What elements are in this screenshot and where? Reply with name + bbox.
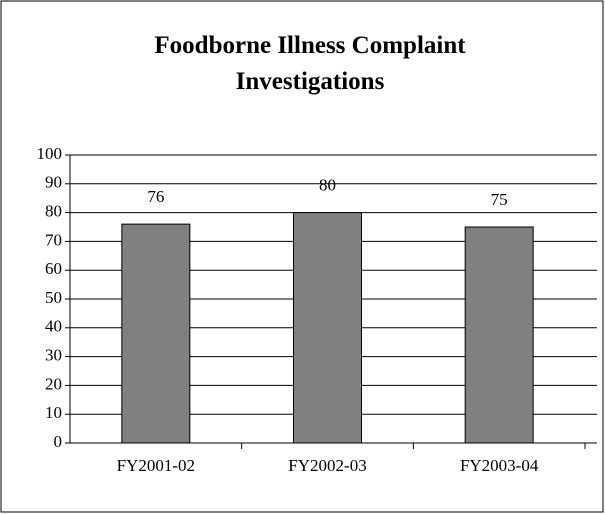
- y-tick-label: 0: [54, 432, 63, 451]
- bar: [293, 212, 362, 444]
- y-tick-label: 20: [45, 374, 62, 393]
- y-tick-label: 30: [45, 346, 62, 365]
- x-tick-label: FY2002-03: [288, 456, 366, 475]
- y-tick-label: 10: [45, 403, 62, 422]
- value-label: 76: [147, 187, 164, 206]
- y-tick-label: 60: [45, 259, 62, 278]
- x-tick-label: FY2003-04: [460, 456, 539, 475]
- bar: [121, 223, 191, 444]
- y-tick-label: 70: [45, 230, 62, 249]
- y-tick-label: 90: [45, 173, 62, 192]
- y-tick-label: 80: [45, 202, 62, 221]
- x-tick-label: FY2001-02: [117, 456, 195, 475]
- bar: [464, 226, 534, 444]
- value-label: 75: [491, 190, 508, 209]
- y-tick-label: 100: [37, 144, 63, 163]
- y-tick-label: 50: [45, 288, 62, 307]
- value-label: 80: [319, 176, 336, 195]
- chart-title: Foodborne Illness Complaint Investigatio…: [154, 32, 466, 95]
- y-tick-label: 40: [45, 317, 62, 336]
